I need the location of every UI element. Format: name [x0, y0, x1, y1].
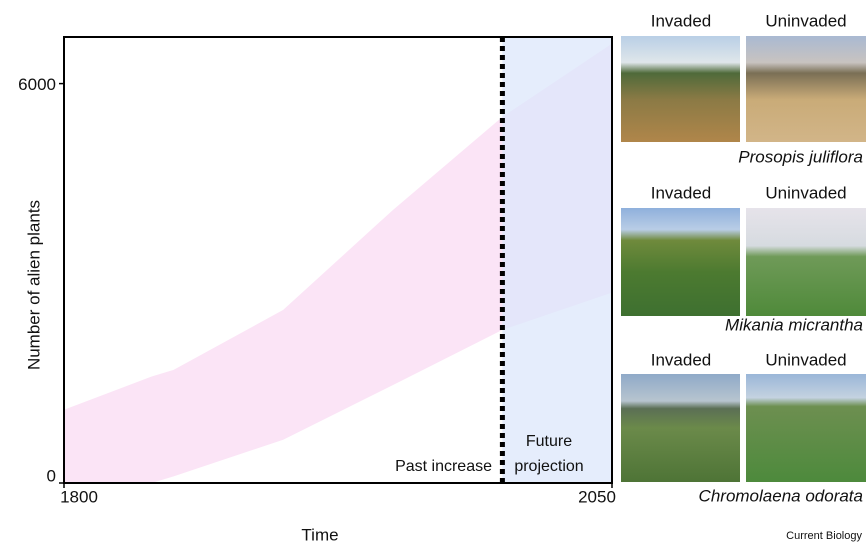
past-label: Past increase [395, 454, 492, 479]
photo [746, 374, 866, 482]
figure: Time Number of alien plants Current Biol… [0, 0, 867, 546]
y-tick-label: 0 [47, 466, 56, 485]
photo-label: Uninvaded [765, 350, 846, 369]
projection-region [502, 37, 612, 483]
photo [746, 208, 866, 316]
photo [621, 208, 740, 316]
photo [621, 374, 740, 482]
species-name: Mikania micrantha [725, 315, 863, 334]
photo-label: Invaded [651, 183, 712, 202]
species-name: Prosopis juliflora [738, 147, 863, 166]
photo [621, 36, 740, 142]
x-tick-label: 1800 [60, 487, 98, 506]
x-axis-label: Time [301, 525, 338, 544]
photo-label: Uninvaded [765, 183, 846, 202]
y-tick-label: 6000 [18, 75, 56, 94]
species-name: Chromolaena odorata [699, 486, 863, 505]
footer: Current Biology [786, 530, 862, 542]
future-label: Future projection [503, 429, 595, 479]
y-axis-label: Number of alien plants [24, 200, 43, 370]
x-tick-label: 2050 [578, 487, 616, 506]
photo-label: Uninvaded [765, 11, 846, 30]
photo [746, 36, 866, 142]
photo-label: Invaded [651, 11, 712, 30]
photo-label: Invaded [651, 350, 712, 369]
